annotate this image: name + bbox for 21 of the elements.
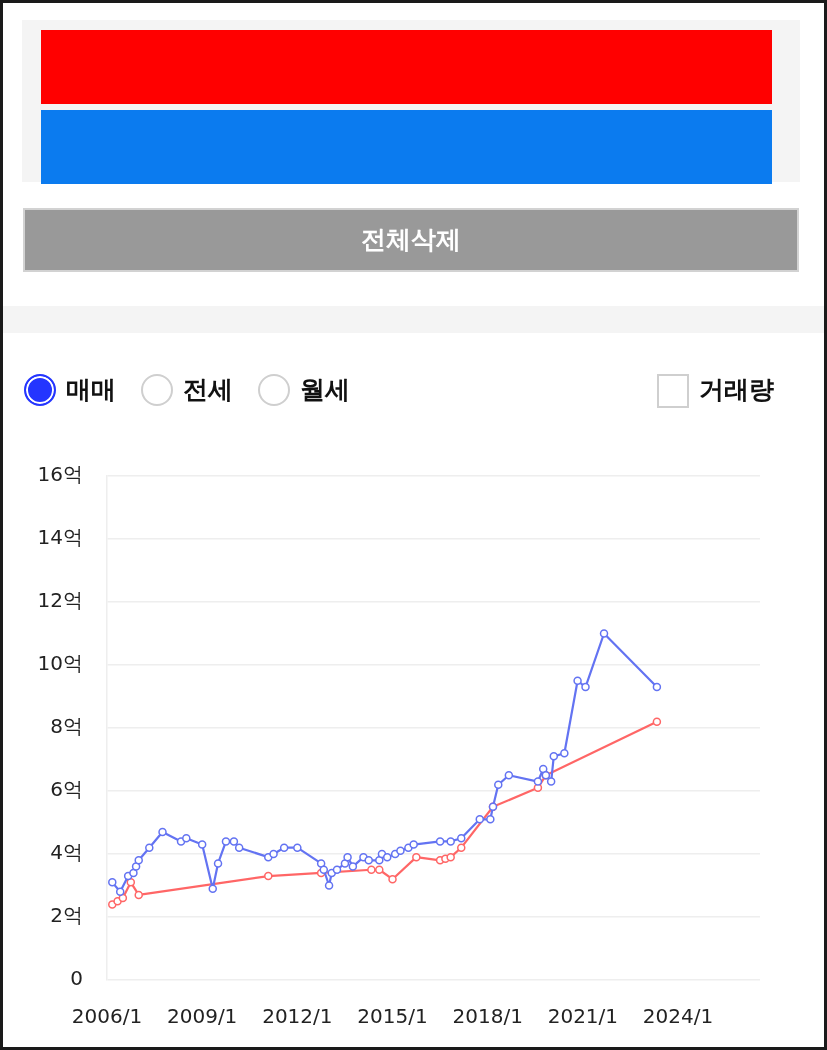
x-tick-label: 2012/1 [262,1004,333,1029]
x-tick-label: 2009/1 [166,1004,238,1029]
text: 월세 [300,374,350,406]
y-tick-label: 12억 [37,588,83,613]
x-tick-label: 2024/1 [642,1004,714,1029]
y-tick-label: 0 [70,966,83,991]
x-tick-label: 2015/1 [357,1004,428,1029]
text: 거래량 [699,374,774,406]
text: 전체삭제 [361,224,461,256]
y-tick-label: 6억 [50,777,83,802]
y-tick-label: 8억 [50,714,83,739]
y-tick-label: 4억 [50,840,83,865]
y-tick-label: 2억 [50,903,83,928]
y-tick-label: 10억 [37,651,83,676]
y-tick-label: 16억 [37,462,83,487]
x-tick-label: 2018/1 [452,1004,523,1029]
x-tick-label: 2021/1 [547,1004,619,1029]
text: 매매 [66,374,116,406]
x-tick-label: 2006/1 [71,1004,143,1029]
text: 전세 [183,374,233,406]
y-tick-label: 14억 [37,525,83,550]
